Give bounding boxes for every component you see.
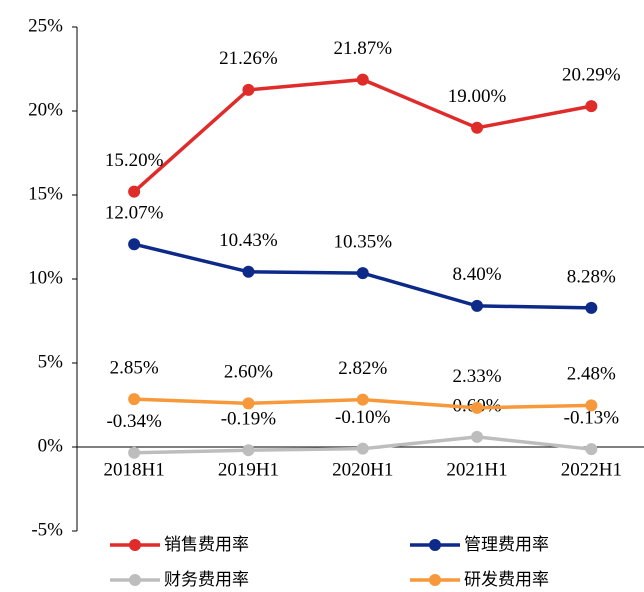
data-point [242, 83, 255, 96]
x-tick-label: 2019H1 [218, 459, 279, 480]
data-label: 19.00% [448, 86, 507, 107]
data-point [128, 185, 141, 198]
y-tick-label: 5% [38, 351, 64, 372]
x-tick-label: 2022H1 [561, 459, 622, 480]
legend-label: 研发费用率 [464, 570, 549, 590]
data-point [128, 238, 141, 251]
data-label: 2.85% [110, 357, 159, 378]
y-tick-label: -5% [31, 519, 63, 540]
x-tick-label: 2020H1 [332, 459, 393, 480]
data-point [356, 393, 369, 406]
data-point [242, 265, 255, 278]
data-label: 2.82% [338, 358, 387, 379]
data-label: 15.20% [105, 150, 164, 171]
legend-marker [429, 574, 441, 586]
data-label: 10.43% [219, 230, 278, 251]
data-label: -0.19% [221, 409, 277, 430]
data-label: -0.34% [106, 411, 162, 432]
data-point [471, 121, 484, 134]
x-tick-label: 2021H1 [446, 459, 507, 480]
data-label: 2.33% [453, 366, 502, 387]
data-point [242, 444, 255, 457]
legend-label: 管理费用率 [464, 535, 549, 555]
data-point [356, 73, 369, 86]
data-point [471, 430, 484, 443]
data-label: 2.48% [567, 364, 616, 385]
data-label: 12.07% [105, 203, 164, 224]
legend-marker [129, 574, 141, 586]
legend-label: 财务费用率 [164, 570, 249, 590]
data-point [242, 397, 255, 410]
data-point [585, 443, 598, 456]
data-label: 20.29% [562, 64, 621, 85]
data-label: 8.28% [567, 266, 616, 287]
x-tick-label: 2018H1 [104, 459, 165, 480]
data-point [585, 301, 598, 314]
y-tick-label: 25% [28, 15, 63, 36]
legend-label: 销售费用率 [164, 535, 249, 555]
series-line [132, 77, 592, 193]
legend-marker [129, 539, 141, 551]
data-label: 10.35% [333, 231, 392, 252]
data-point [356, 442, 369, 455]
data-point [128, 393, 141, 406]
data-label: 2.60% [224, 362, 273, 383]
legend-marker [429, 539, 441, 551]
data-point [471, 401, 484, 414]
y-tick-label: 15% [28, 183, 63, 204]
data-point [471, 299, 484, 312]
data-point [585, 399, 598, 412]
y-tick-label: 20% [28, 99, 63, 120]
data-point [128, 446, 141, 459]
data-label: -0.10% [335, 407, 391, 428]
data-label: 21.87% [333, 38, 392, 59]
data-point [356, 267, 369, 280]
y-tick-label: 0% [38, 435, 64, 456]
data-point [585, 100, 598, 113]
data-label: -0.13% [564, 408, 620, 429]
data-label: 8.40% [453, 264, 502, 285]
data-label: 21.26% [219, 48, 278, 69]
y-tick-label: 10% [28, 267, 63, 288]
